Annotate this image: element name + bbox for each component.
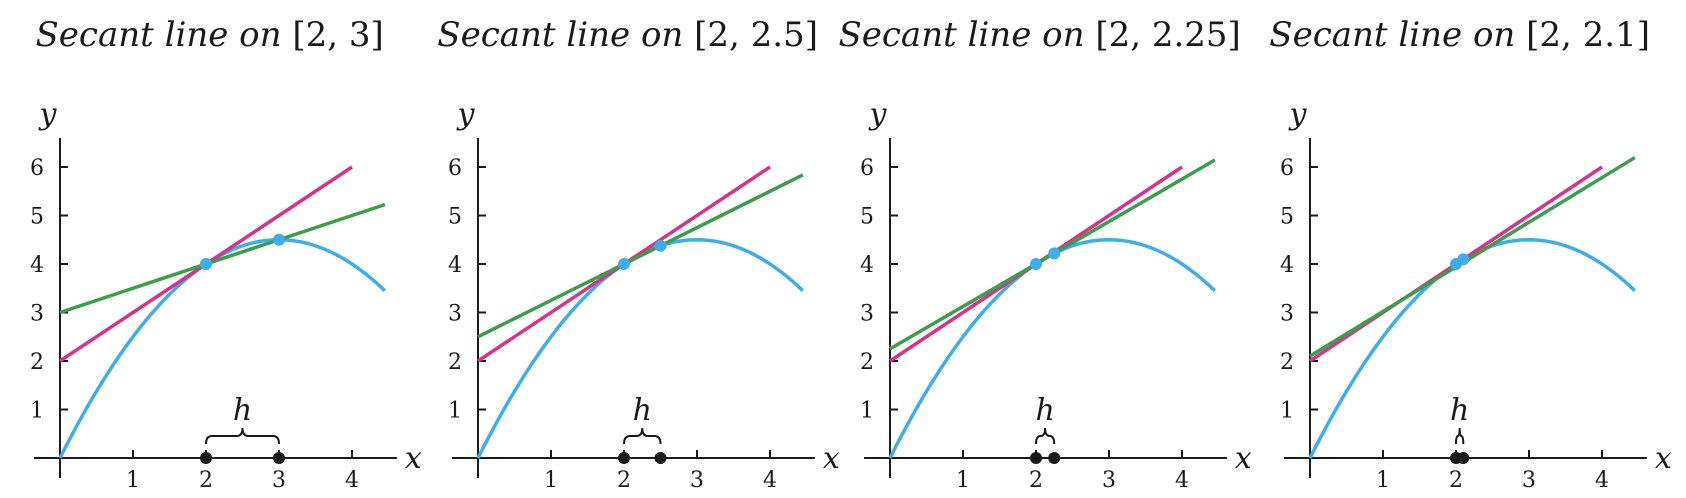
y-tick-label: 5	[30, 205, 44, 230]
y-tick-label: 1	[860, 399, 874, 424]
h-brace	[1035, 427, 1056, 445]
h-label: h	[633, 393, 652, 428]
x-tick-label: 4	[1595, 468, 1609, 493]
panel-title: Secant line on [2, 2.1]	[1269, 15, 1650, 55]
y-tick-label: 6	[860, 156, 874, 181]
h-label: h	[1450, 393, 1469, 428]
y-axis-label: y	[1288, 97, 1308, 132]
y-axis-label: y	[38, 97, 58, 132]
curve-line	[58, 237, 387, 459]
panel-title: Secant line on [2, 3]	[36, 15, 384, 55]
x-axis-label: x	[1235, 441, 1252, 476]
panel-title-prefix: Secant line on	[838, 15, 1084, 55]
h-brace	[1455, 427, 1465, 445]
y-tick-label: 2	[860, 350, 874, 375]
y-tick-label: 6	[1280, 156, 1294, 181]
h-start-point	[1030, 452, 1042, 464]
chart-panel-4: Secant line on [2, 2.1] x y 1 2 3 4 1 2 3 4 5 6 h	[1269, 15, 1672, 493]
x-axis-label: x	[1655, 441, 1672, 476]
secant-line	[477, 173, 804, 339]
h-brace	[623, 427, 662, 445]
panel-title-prefix: Secant line on	[1269, 15, 1515, 55]
y-tick-label: 3	[30, 302, 44, 327]
x-tick-label: 3	[1102, 468, 1116, 493]
panel-title-prefix: Secant line on	[36, 15, 282, 55]
chart-panel-2: Secant line on [2, 2.5] x y 1 2 3 4 1 2 3 4 5 6 h	[437, 15, 840, 493]
y-tick-label: 3	[1280, 302, 1294, 327]
curve-line	[1308, 237, 1637, 459]
h-label: h	[1035, 393, 1054, 428]
chart-panel-1: Secant line on [2, 3] x y 1 2 3 4 1 2 3 4 5 6 h	[30, 15, 422, 493]
x-tick-label: 3	[690, 468, 704, 493]
x-tick-label: 2	[1029, 468, 1043, 493]
y-tick-label: 4	[30, 253, 44, 278]
secant-point	[273, 233, 285, 246]
y-tick-label: 6	[448, 156, 462, 181]
panel-title-prefix: Secant line on	[437, 15, 683, 55]
tangent-point	[200, 258, 212, 270]
chart-panel-3: Secant line on [2, 2.25] x y 1 2 3 4 1 2 3 4 5 6 h	[838, 15, 1251, 493]
x-tick-label: 4	[1175, 468, 1189, 493]
y-tick-label: 3	[860, 302, 874, 327]
x-axis-label: x	[405, 441, 422, 476]
y-tick-label: 1	[30, 399, 44, 424]
panel-title-interval: [2, 2.1]	[1515, 15, 1650, 55]
y-tick-label: 6	[30, 156, 44, 181]
x-axis-label: x	[823, 441, 840, 476]
y-tick-label: 4	[1280, 253, 1294, 278]
x-tick-label: 4	[763, 468, 777, 493]
y-tick-label: 2	[1280, 350, 1294, 375]
panel-title: Secant line on [2, 2.5]	[437, 15, 818, 55]
x-tick-label: 2	[199, 468, 213, 493]
y-axis-label: y	[456, 97, 476, 132]
secant-point	[654, 239, 667, 252]
secant-line	[1309, 156, 1636, 358]
h-end-point	[1048, 452, 1061, 464]
h-end-point	[1457, 452, 1470, 464]
x-tick-label: 4	[345, 468, 359, 493]
panel-title-interval: [2, 2.5]	[683, 15, 818, 55]
h-start-point	[200, 452, 212, 464]
panel-title: Secant line on [2, 2.25]	[838, 15, 1240, 55]
secant-point	[1457, 253, 1470, 266]
x-tick-label: 1	[1376, 468, 1390, 493]
tangent-point	[618, 258, 630, 270]
y-tick-label: 5	[448, 205, 462, 230]
y-tick-label: 1	[1280, 399, 1294, 424]
x-tick-label: 3	[1522, 468, 1536, 493]
secant-line	[59, 202, 386, 315]
y-axis-label: y	[868, 97, 888, 132]
y-tick-label: 4	[860, 253, 874, 278]
x-tick-label: 1	[956, 468, 970, 493]
y-tick-label: 2	[448, 350, 462, 375]
secant-point	[1048, 247, 1061, 260]
h-start-point	[618, 452, 630, 464]
x-tick-label: 2	[1449, 468, 1463, 493]
y-tick-label: 4	[448, 253, 462, 278]
h-brace	[205, 427, 280, 445]
h-end-point	[654, 452, 667, 464]
y-tick-label: 5	[860, 205, 874, 230]
y-tick-label: 2	[30, 350, 44, 375]
x-tick-label: 2	[617, 468, 631, 493]
x-tick-label: 1	[544, 468, 558, 493]
y-tick-label: 5	[1280, 205, 1294, 230]
y-tick-label: 1	[448, 399, 462, 424]
panel-title-interval: [2, 2.25]	[1085, 15, 1241, 55]
tangent-point	[1030, 258, 1042, 270]
panel-title-interval: [2, 3]	[282, 15, 384, 55]
x-tick-label: 3	[272, 468, 286, 493]
h-label: h	[233, 393, 252, 428]
y-tick-label: 3	[448, 302, 462, 327]
h-end-point	[273, 452, 285, 464]
x-tick-label: 1	[126, 468, 140, 493]
